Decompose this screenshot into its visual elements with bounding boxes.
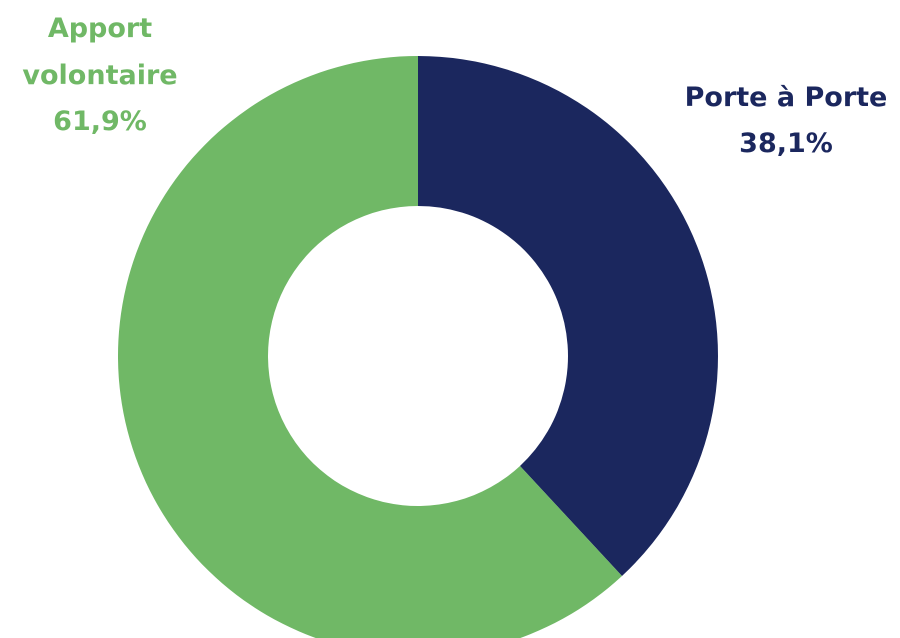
slice-label-apport-volontaire-line2: volontaire	[22, 60, 177, 91]
donut-slice-apport-volontaire	[118, 56, 622, 638]
slice-label-porte-a-porte-name: Porte à Porte	[685, 82, 888, 113]
slice-label-apport-volontaire-line1: Apport	[48, 13, 152, 44]
donut-slices	[118, 56, 718, 638]
slice-label-apport-volontaire-value: 61,9%	[53, 106, 147, 137]
slice-label-porte-a-porte-value: 38,1%	[739, 128, 833, 159]
donut-slice-porte-a-porte	[418, 56, 718, 576]
